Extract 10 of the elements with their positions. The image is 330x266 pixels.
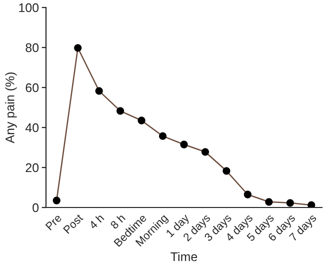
x-axis-title: Time [170, 252, 198, 262]
y-axis-title: Any pain (%) [5, 72, 17, 144]
y-tick-label: 0 [32, 203, 39, 212]
y-tick-label: 80 [26, 43, 39, 52]
y-tick-label: 40 [25, 123, 39, 132]
x-tick-label: Pre [45, 214, 62, 230]
y-tick-label: 20 [26, 163, 39, 172]
x-tick-label: 4 h [88, 214, 104, 230]
y-tick-label: 100 [19, 3, 39, 12]
y-tick-label: 60 [26, 83, 39, 92]
